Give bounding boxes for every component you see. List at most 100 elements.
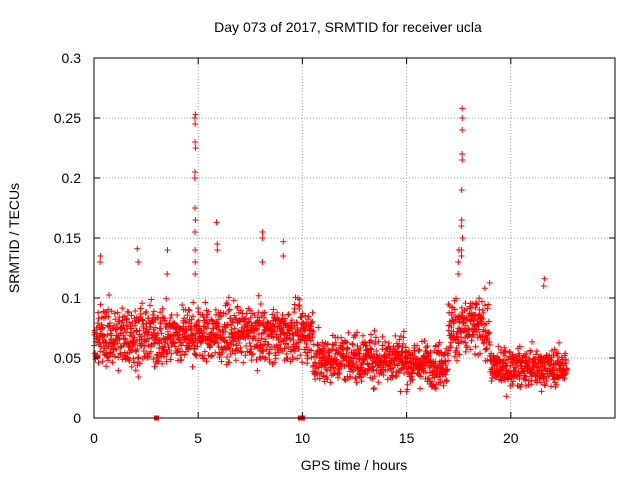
data-point bbox=[215, 343, 222, 350]
x-tick-label: 10 bbox=[295, 430, 311, 446]
data-point bbox=[93, 333, 100, 340]
data-point bbox=[291, 301, 298, 308]
data-point bbox=[295, 345, 302, 352]
data-point bbox=[371, 327, 378, 334]
data-point bbox=[157, 309, 164, 316]
data-point bbox=[257, 301, 264, 308]
data-point bbox=[123, 315, 130, 322]
data-point bbox=[409, 376, 416, 383]
data-point bbox=[528, 381, 535, 388]
data-point bbox=[459, 235, 466, 241]
data-point bbox=[379, 342, 386, 349]
data-point bbox=[245, 318, 252, 325]
data-point bbox=[248, 346, 255, 353]
data-point bbox=[448, 339, 455, 346]
data-point bbox=[501, 352, 508, 359]
data-point bbox=[406, 349, 413, 356]
data-point bbox=[108, 308, 115, 315]
data-point bbox=[488, 375, 495, 382]
data-point bbox=[308, 347, 315, 354]
data-point bbox=[167, 356, 174, 363]
data-point bbox=[506, 348, 513, 355]
data-point bbox=[120, 332, 127, 339]
data-point bbox=[247, 307, 254, 314]
data-point bbox=[431, 374, 438, 381]
chart-title: Day 073 of 2017, SRMTID for receiver ucl… bbox=[214, 19, 482, 35]
data-point bbox=[283, 350, 290, 357]
data-point bbox=[323, 366, 330, 373]
data-point bbox=[289, 356, 296, 363]
data-point bbox=[181, 315, 188, 322]
data-point bbox=[309, 309, 316, 316]
data-point bbox=[128, 363, 135, 370]
data-point bbox=[203, 314, 210, 321]
data-point bbox=[523, 373, 530, 380]
data-point bbox=[477, 350, 484, 357]
data-point bbox=[352, 332, 359, 339]
data-points bbox=[91, 105, 570, 400]
data-point bbox=[192, 247, 199, 253]
data-point bbox=[214, 247, 221, 253]
data-point bbox=[485, 301, 492, 308]
data-point bbox=[359, 332, 366, 339]
data-point bbox=[233, 346, 240, 353]
data-point bbox=[203, 358, 210, 365]
data-point bbox=[427, 349, 434, 356]
data-point bbox=[242, 335, 249, 342]
data-point bbox=[224, 301, 231, 308]
data-point bbox=[480, 340, 487, 347]
data-point bbox=[279, 311, 286, 318]
data-point bbox=[229, 318, 236, 325]
data-point bbox=[131, 341, 138, 348]
data-point bbox=[164, 340, 171, 347]
data-point bbox=[226, 334, 233, 341]
data-point bbox=[315, 342, 322, 349]
data-point bbox=[509, 378, 516, 385]
data-point bbox=[534, 347, 541, 354]
data-point bbox=[324, 341, 331, 348]
axis-ticks bbox=[93, 57, 615, 419]
data-point bbox=[363, 342, 370, 349]
data-point bbox=[458, 329, 465, 336]
data-point bbox=[424, 349, 431, 356]
y-tick-label: 0.05 bbox=[54, 350, 81, 366]
data-point bbox=[479, 307, 486, 314]
data-point bbox=[259, 235, 266, 241]
data-point bbox=[266, 350, 273, 357]
data-point bbox=[125, 309, 132, 316]
data-point bbox=[367, 337, 374, 344]
data-point bbox=[486, 341, 493, 348]
data-point bbox=[275, 349, 282, 356]
data-point bbox=[464, 316, 471, 323]
data-point bbox=[299, 359, 306, 366]
data-point bbox=[238, 324, 245, 331]
data-point bbox=[105, 313, 112, 320]
data-point bbox=[332, 339, 339, 346]
data-point bbox=[344, 345, 351, 352]
data-point bbox=[183, 333, 190, 340]
data-point bbox=[133, 328, 140, 335]
data-point bbox=[415, 370, 422, 377]
data-point bbox=[473, 301, 480, 308]
data-point bbox=[134, 346, 141, 353]
data-point bbox=[251, 311, 258, 318]
data-point bbox=[459, 157, 466, 163]
data-point bbox=[426, 375, 433, 382]
data-point bbox=[355, 370, 362, 377]
data-point bbox=[218, 358, 225, 365]
data-point bbox=[284, 355, 291, 362]
data-point bbox=[265, 341, 272, 348]
data-point bbox=[167, 314, 174, 321]
data-point bbox=[377, 369, 384, 376]
data-point bbox=[100, 314, 107, 321]
data-point bbox=[367, 345, 374, 352]
data-point bbox=[303, 340, 310, 347]
data-point bbox=[543, 377, 550, 384]
data-point bbox=[364, 370, 371, 377]
data-point bbox=[103, 363, 110, 370]
data-point bbox=[132, 307, 139, 314]
data-point bbox=[161, 317, 168, 324]
data-point bbox=[174, 312, 181, 319]
data-point bbox=[344, 344, 351, 351]
data-point bbox=[402, 344, 409, 351]
